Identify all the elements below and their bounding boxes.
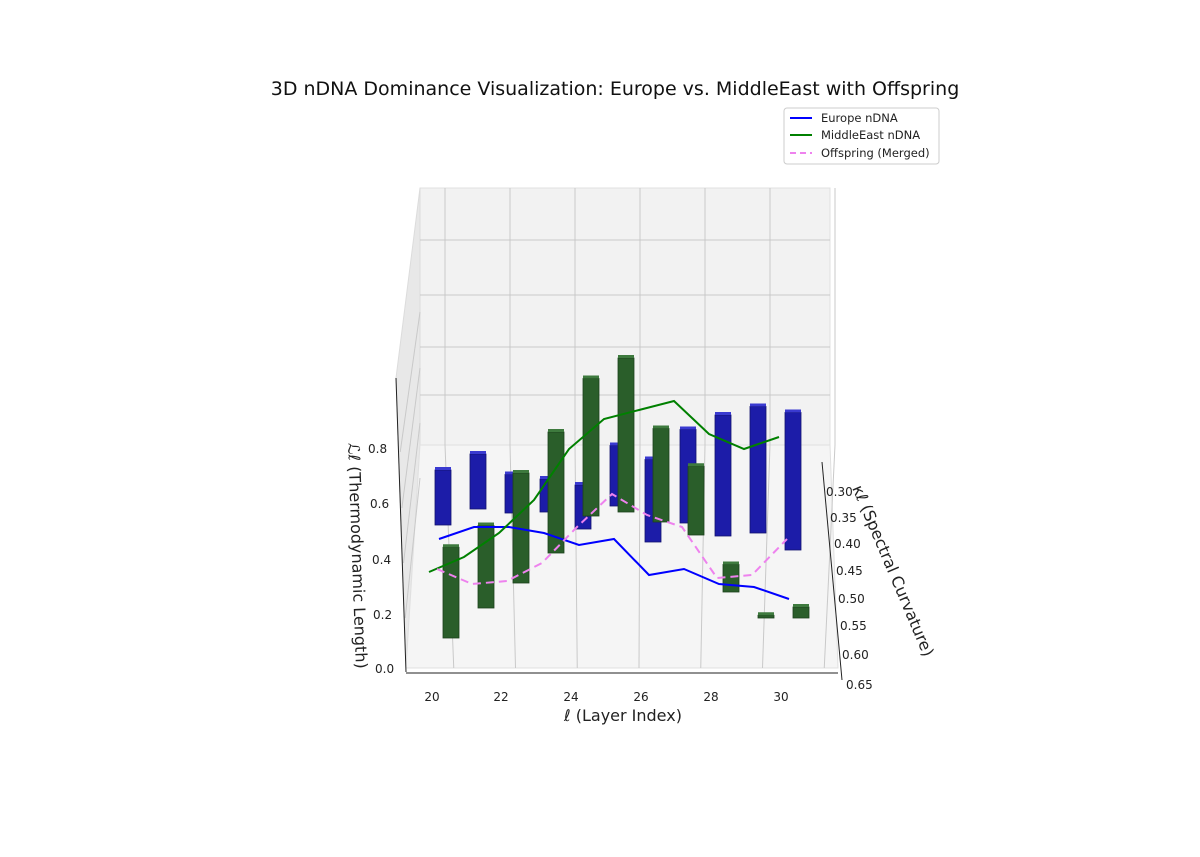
- z-tick-label: 0.0: [375, 662, 394, 676]
- z-tick-label: 0.4: [372, 553, 391, 567]
- y-tick-label: 0.40: [834, 537, 861, 551]
- z-tick-label: 0.8: [368, 442, 387, 456]
- legend-box: [783, 107, 940, 165]
- bar-top-europe: [715, 412, 731, 415]
- x-axis-label: ℓ (Layer Index): [563, 706, 682, 725]
- bar-middleeast: [617, 357, 635, 513]
- z-ticks: 0.0 0.2 0.4 0.6 0.8: [368, 442, 394, 676]
- gridline-left: [404, 477, 421, 619]
- legend-label-middleeast: MiddleEast nDNA: [821, 128, 920, 142]
- bar-top-middleeast: [758, 612, 774, 616]
- bar-europe: [469, 453, 487, 510]
- axes-panes: [395, 187, 839, 669]
- y-tick-label: 0.45: [836, 564, 863, 578]
- z-axis-label: ℒℓ (Thermodynamic Length): [344, 443, 371, 669]
- bar-top-middleeast: [793, 604, 809, 607]
- gridline-left: [403, 422, 421, 564]
- z-axis-line: [395, 377, 407, 673]
- bar-middleeast: [687, 465, 705, 536]
- x-tick-label: 30: [773, 690, 788, 704]
- legend: Europe nDNA MiddleEast nDNA Offspring (M…: [783, 107, 940, 165]
- line-europe: [438, 526, 790, 600]
- axis-lines: [395, 377, 843, 681]
- x-ticks: 20 22 24 26 28 30: [424, 690, 788, 704]
- x-tick-label: 22: [493, 690, 508, 704]
- y-tick-label: 0.65: [846, 678, 873, 692]
- series-lines: [428, 399, 790, 600]
- bar-top-middleeast: [688, 463, 704, 467]
- bar-top-middleeast: [583, 375, 599, 379]
- bar-middleeast: [792, 606, 810, 619]
- bar-europe: [784, 412, 802, 551]
- z-tick-label: 0.6: [370, 497, 389, 511]
- y-tick-label: 0.55: [840, 619, 867, 633]
- bar-top-middleeast: [443, 544, 459, 548]
- bar-middleeast: [652, 428, 670, 523]
- y-tick-label: 0.50: [838, 592, 865, 606]
- y-tick-label: 0.35: [830, 511, 857, 525]
- bar-middleeast: [582, 378, 600, 517]
- bar-top-europe: [680, 426, 696, 430]
- bar-top-middleeast: [618, 355, 634, 358]
- y-tick-label: 0.60: [842, 648, 869, 662]
- bar-top-europe: [435, 467, 451, 470]
- bar-europe: [714, 414, 732, 537]
- bar-top-middleeast: [548, 429, 564, 432]
- bar-middleeast: [757, 614, 775, 619]
- gridline-left: [399, 311, 421, 453]
- bar-europe: [434, 469, 452, 526]
- bar-top-europe: [785, 409, 801, 413]
- line-middleeast: [428, 399, 780, 573]
- legend-label-europe: Europe nDNA: [821, 111, 898, 125]
- chart-title: 3D nDNA Dominance Visualization: Europe …: [271, 78, 960, 100]
- z-tick-label: 0.2: [373, 608, 392, 622]
- x-tick-label: 20: [424, 690, 439, 704]
- gridline-floor: [638, 444, 641, 669]
- line-offspring: [436, 492, 788, 586]
- bar-top-middleeast: [513, 470, 529, 473]
- bar-top-middleeast: [478, 522, 494, 526]
- bar-top-middleeast: [723, 561, 739, 565]
- bar-europe: [749, 406, 767, 534]
- x-tick-label: 28: [703, 690, 718, 704]
- bar-top-europe: [750, 403, 766, 407]
- y-axis-line: [821, 461, 843, 681]
- y-ticks: 0.30 0.35 0.40 0.45 0.50 0.55 0.60 0.65: [826, 485, 873, 692]
- gridline-left: [401, 367, 421, 509]
- gridline-floor: [823, 444, 836, 669]
- gridline-floor: [762, 444, 771, 669]
- bar-top-middleeast: [653, 425, 669, 429]
- y-tick-label: 0.30: [826, 485, 853, 499]
- x-tick-label: 24: [563, 690, 578, 704]
- legend-label-offspring: Offspring (Merged): [821, 146, 930, 160]
- bar-top-europe: [470, 451, 486, 454]
- x-tick-label: 26: [633, 690, 648, 704]
